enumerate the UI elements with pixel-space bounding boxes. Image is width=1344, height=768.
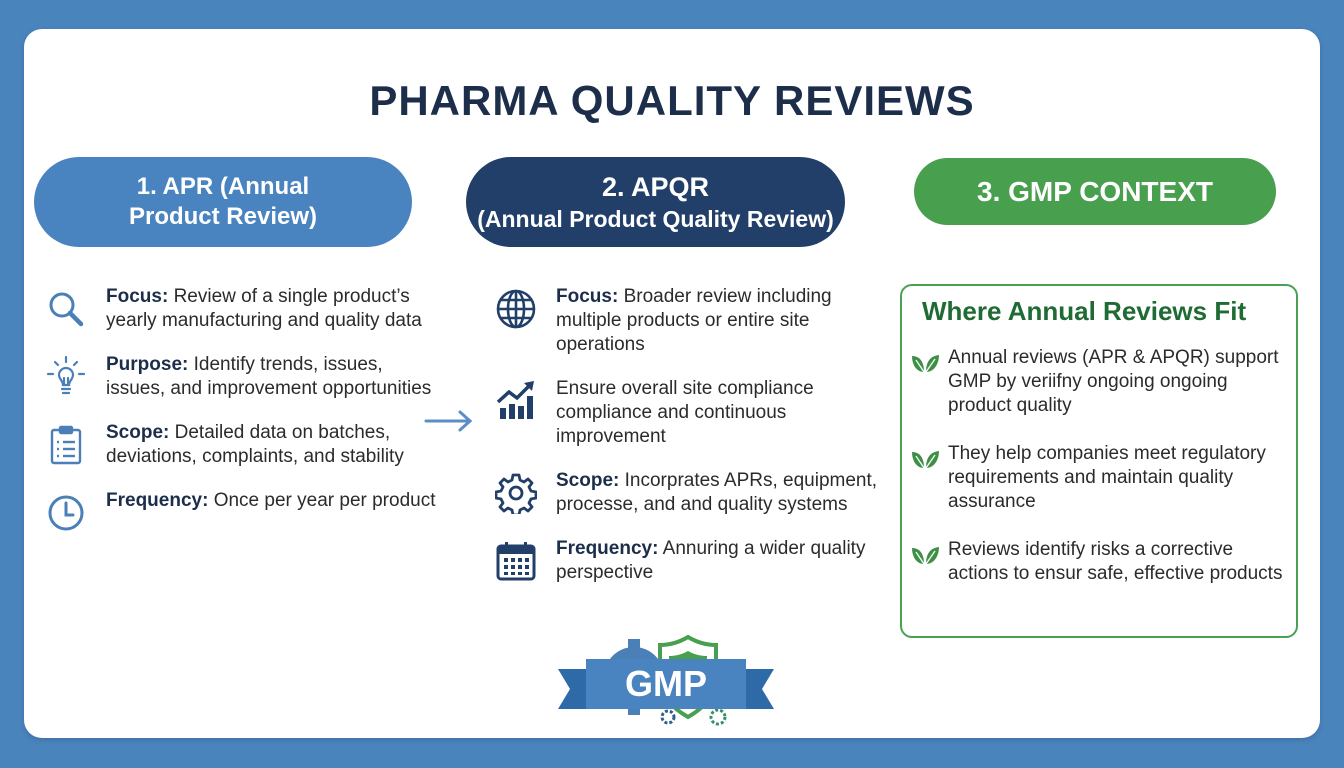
gmp-badge-text: GMP: [624, 663, 707, 704]
gmp-context-box: Where Annual Reviews Fit Annual reviews …: [900, 284, 1298, 638]
apqr-frequency-text: Annuring a wider quality perspective: [556, 538, 866, 583]
apqr-item-compliance: Ensure overall site compliance complianc…: [494, 377, 894, 449]
apr-header-line1: 1. APR (Annual: [136, 173, 310, 200]
apr-frequency-label: Frequency:: [106, 490, 209, 511]
gmp-header-label: 3. GMP CONTEXT: [977, 176, 1213, 207]
apqr-item-focus: Focus: Broader review including multiple…: [494, 285, 894, 357]
apr-scope-text: Detailed data on batches, deviations, co…: [106, 422, 404, 467]
apqr-scope-text: Incorprates APRs, equipment, processe, a…: [556, 470, 878, 515]
apr-item-frequency: Frequency: Once per year per product: [44, 489, 444, 535]
gear-icon: [494, 471, 538, 515]
apr-scope-label: Scope:: [106, 422, 170, 443]
gmp-list-item: They help companies meet regulatory requ…: [910, 442, 1290, 514]
main-card: PHARMA QUALITY REVIEWS 1. APR (Annual Pr…: [24, 29, 1320, 738]
gmp-badge: GMP: [556, 629, 776, 734]
gmp-list: Annual reviews (APR & APQR) support GMP …: [910, 346, 1290, 610]
calendar-icon: [494, 539, 538, 583]
leaf-icon: [910, 544, 942, 571]
apr-focus-text: Review of a single product’s yearly manu…: [106, 286, 422, 331]
apqr-compliance-text: Ensure overall site compliance complianc…: [556, 378, 814, 447]
lightbulb-icon: [44, 355, 88, 399]
clock-icon: [44, 491, 88, 535]
gmp-header: 3. GMP CONTEXT: [914, 158, 1276, 225]
apqr-item-frequency: Frequency: Annuring a wider quality pers…: [494, 537, 894, 585]
apqr-focus-label: Focus:: [556, 286, 619, 307]
apr-purpose-text: Identify trends, issues, issues, and imp…: [106, 354, 432, 399]
gmp-item-text: Annual reviews (APR & APQR) support GMP …: [948, 347, 1279, 416]
apr-header-line2: Product Review): [128, 203, 318, 230]
page-title: PHARMA QUALITY REVIEWS: [369, 77, 975, 124]
apr-item-purpose: Purpose: Identify trends, issues, issues…: [44, 353, 444, 401]
apqr-frequency-label: Frequency:: [556, 538, 659, 559]
apqr-item-scope: Scope: Incorprates APRs, equipment, proc…: [494, 469, 894, 517]
apr-purpose-label: Purpose:: [106, 354, 189, 375]
gmp-item-text: They help companies meet regulatory requ…: [948, 443, 1266, 512]
gmp-box-heading: Where Annual Reviews Fit: [922, 296, 1247, 326]
gmp-item-text: Reviews identify risks a corrective acti…: [948, 539, 1283, 584]
apr-focus-label: Focus:: [106, 286, 169, 307]
apqr-focus-text: Broader review including multiple produc…: [556, 286, 832, 355]
clipboard-icon: [44, 423, 88, 467]
leaf-icon: [910, 448, 942, 475]
apqr-header: 2. APQR (Annual Product Quality Review): [466, 157, 845, 247]
apqr-header-line2: (Annual Product Quality Review): [477, 205, 834, 232]
gmp-list-item: Reviews identify risks a corrective acti…: [910, 538, 1290, 586]
apqr-scope-label: Scope:: [556, 470, 620, 491]
apr-frequency-text: Once per year per product: [213, 490, 436, 511]
gmp-list-item: Annual reviews (APR & APQR) support GMP …: [910, 346, 1290, 418]
apr-header: 1. APR (Annual Product Review): [34, 157, 412, 247]
globe-icon: [494, 287, 538, 331]
apqr-column: Focus: Broader review including multiple…: [494, 285, 894, 605]
apr-item-scope: Scope: Detailed data on batches, deviati…: [44, 421, 444, 469]
magnifier-icon: [44, 287, 88, 331]
apr-item-focus: Focus: Review of a single product’s year…: [44, 285, 444, 333]
apr-column: Focus: Review of a single product’s year…: [44, 285, 444, 555]
right-arrow-icon: [424, 409, 474, 438]
apqr-header-line1: 2. APQR: [601, 171, 710, 202]
growth-chart-icon: [494, 379, 538, 423]
leaf-icon: [910, 352, 942, 379]
